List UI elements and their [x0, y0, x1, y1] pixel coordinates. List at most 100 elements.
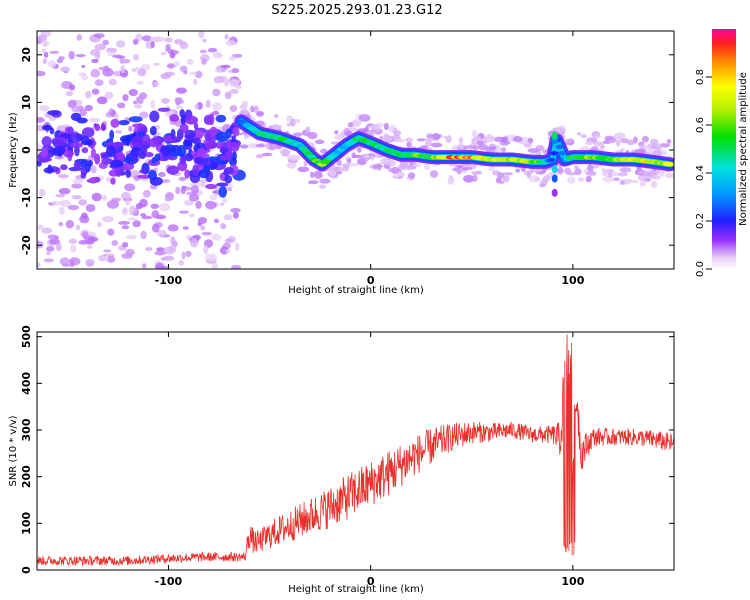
- spectrogram-noise-blob: [216, 182, 229, 187]
- spectrogram-halo-blob: [542, 175, 551, 183]
- spectrogram-noise-blob: [151, 210, 160, 219]
- spectrogram-noise-blob: [47, 60, 57, 68]
- spectrogram-halo-blob: [477, 140, 484, 147]
- spectrogram-noise-blob: [176, 87, 187, 94]
- spectrogram-halo-blob: [502, 175, 510, 183]
- spectrogram-noise-blob: [88, 118, 101, 123]
- spectrogram-noise-blob: [128, 125, 133, 132]
- spectrogram-noise-blob: [175, 105, 184, 109]
- spectrogram-y-tick-label: 10: [20, 94, 33, 110]
- spectrogram-halo-blob: [364, 154, 371, 158]
- spectrogram-noise-blob: [55, 243, 62, 252]
- spectrogram-halo-blob: [250, 105, 255, 113]
- spectrogram-noise-blob: [160, 265, 169, 269]
- spectrogram-halo-blob: [399, 164, 409, 170]
- spectrogram-noise-blob: [153, 62, 160, 66]
- spectrogram-noise-blob: [208, 113, 215, 126]
- spectrogram-halo-blob: [611, 171, 619, 177]
- spectrogram-halo-blob: [499, 141, 510, 146]
- spectrogram-noise-blob: [95, 123, 100, 132]
- spectrogram-halo-blob: [605, 168, 615, 173]
- spectrogram-noise-blob: [140, 213, 147, 217]
- spectrogram-halo-blob: [488, 146, 497, 150]
- spectrogram-noise-blob: [125, 198, 130, 206]
- spectrogram-noise-blob: [190, 238, 199, 248]
- spectrogram-noise-blob: [87, 245, 93, 249]
- spectrogram-noise-blob: [224, 79, 229, 87]
- spectrogram-halo-blob: [349, 127, 358, 132]
- spectrogram-halo-blob: [338, 167, 343, 172]
- spectrogram-halo-blob: [619, 180, 625, 185]
- spectrogram-noise-blob: [210, 233, 222, 241]
- spectrogram-noise-blob: [71, 106, 83, 113]
- spectrogram-noise-blob: [182, 139, 193, 147]
- spectrogram-noise-blob: [41, 136, 52, 148]
- spectrogram-halo-blob: [307, 131, 318, 140]
- spectrogram-noise-blob: [81, 64, 86, 69]
- spectrogram-halo-blob: [463, 174, 475, 183]
- spectrogram-noise-blob: [161, 97, 170, 105]
- spectrogram-noise-blob: [91, 58, 99, 63]
- spectrogram-halo-blob: [347, 162, 359, 167]
- spectrogram-halo-blob: [274, 114, 279, 119]
- spectrogram-noise-blob: [175, 186, 181, 195]
- spectrogram-noise-blob: [229, 89, 239, 94]
- spectrogram-halo-blob: [255, 143, 266, 148]
- snr-frame: [36, 331, 675, 571]
- spectrogram-noise-blob: [190, 185, 199, 194]
- spectrogram-halo-blob: [257, 111, 264, 116]
- spectrogram-noise-blob: [85, 90, 92, 99]
- spectrogram-halo-blob: [518, 140, 530, 145]
- spectrogram-halo-blob: [288, 154, 301, 162]
- spectrogram-halo-blob: [565, 138, 573, 143]
- spectrogram-halo-blob: [239, 144, 249, 149]
- spectrogram-noise-blob: [102, 39, 110, 46]
- spectrogram-noise-blob: [213, 218, 219, 224]
- spectrogram-noise-blob: [69, 244, 77, 253]
- spectrogram-ridge-peak: [558, 150, 567, 156]
- spectrogram-noise-blob: [140, 177, 149, 182]
- spectrogram-noise-blob: [163, 246, 175, 255]
- spectrogram-noise-blob: [119, 135, 134, 143]
- spectrogram-halo-blob: [515, 168, 520, 173]
- colorbar-tick-label: 0.2: [695, 213, 706, 229]
- spectrogram-halo-blob: [416, 138, 426, 142]
- spectrogram-noise-blob: [37, 34, 48, 43]
- spectrogram-noise-blob: [209, 194, 218, 201]
- spectrogram-noise-blob: [223, 214, 233, 221]
- spectrogram-noise-blob: [229, 141, 240, 152]
- snr-line-series: [37, 334, 674, 567]
- spectrogram-noise-blob: [225, 39, 236, 47]
- spectrogram-halo-blob: [280, 148, 291, 156]
- spectrogram-noise-blob: [100, 123, 107, 132]
- spectrogram-noise-blob: [139, 169, 148, 174]
- spectrogram-noise-blob: [184, 199, 194, 206]
- spectrogram-noise-blob: [205, 183, 217, 190]
- spectrogram-noise-blob: [41, 147, 49, 158]
- spectrogram-noise-blob: [170, 128, 176, 140]
- spectrogram-noise-blob: [131, 135, 144, 148]
- spectrogram-noise-blob: [215, 114, 227, 123]
- spectrogram-noise-blob: [164, 37, 173, 43]
- spectrogram-halo-blob: [620, 138, 629, 144]
- colorbar: 0.0 0.2 0.4 0.6 0.8 Normalized spectral ampl…: [695, 29, 749, 277]
- spectrogram-noise-blob: [111, 240, 119, 246]
- spectrogram-noise-blob: [102, 194, 107, 201]
- snr-x-tick-label: -100: [155, 575, 183, 588]
- spectrogram-noise-blob: [213, 76, 224, 84]
- spectrogram-noise-blob: [85, 259, 95, 266]
- spectrogram-noise-blob: [121, 208, 127, 214]
- spectrogram-noise-blob: [181, 251, 186, 260]
- spectrogram-noise-blob: [186, 58, 194, 65]
- spectrogram-halo-blob: [613, 177, 620, 182]
- snr-y-tick-label: 0: [20, 566, 33, 574]
- colorbar-tick-label: 0.8: [695, 69, 706, 85]
- spectrogram-noise-blob: [91, 88, 100, 95]
- spectrogram-noise-blob: [200, 225, 206, 231]
- spectrogram-halo-blob: [471, 129, 478, 138]
- spectrogram-halo-blob: [358, 114, 371, 122]
- spectrogram-noise-blob: [109, 129, 115, 141]
- spectrogram-noise-blob: [107, 228, 115, 236]
